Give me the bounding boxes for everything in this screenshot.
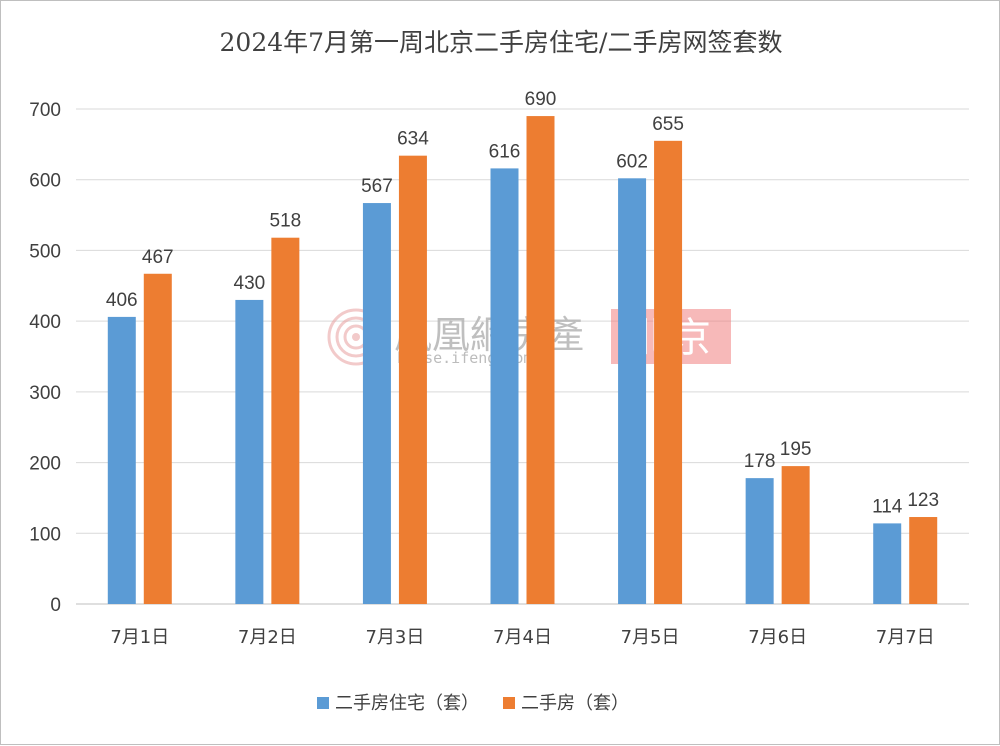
data-label: 123 — [907, 490, 939, 511]
bar — [143, 273, 172, 604]
data-label: 406 — [106, 290, 138, 311]
bar — [107, 316, 136, 604]
bar — [362, 203, 391, 605]
bar — [490, 168, 519, 604]
legend-label: 二手房（套） — [521, 693, 629, 714]
gridlines — [76, 108, 969, 605]
y-tick-label: 300 — [29, 383, 61, 404]
y-tick-label: 200 — [29, 454, 61, 475]
x-tick-label: 7月3日 — [365, 627, 424, 648]
y-axis: 0 100 200 300 400 500 600 700 — [29, 100, 61, 616]
data-label: 567 — [361, 176, 393, 197]
data-label: 195 — [780, 439, 812, 460]
data-label: 690 — [525, 89, 557, 110]
data-label: 655 — [652, 114, 684, 135]
bar — [873, 523, 902, 604]
data-label: 518 — [270, 211, 302, 232]
bar — [781, 466, 810, 604]
legend-swatch — [503, 697, 515, 709]
data-label: 634 — [397, 129, 429, 150]
bar — [618, 178, 647, 605]
bar — [745, 478, 774, 604]
legend-swatch — [317, 697, 329, 709]
x-tick-label: 7月5日 — [621, 627, 680, 648]
data-label: 467 — [142, 247, 174, 268]
bars — [107, 116, 938, 605]
x-axis: 7月1日 7月2日 7月3日 7月4日 7月5日 7月6日 7月7日 — [110, 627, 934, 648]
y-tick-label: 100 — [29, 524, 61, 545]
x-tick-label: 7月7日 — [876, 627, 935, 648]
y-tick-label: 700 — [29, 100, 61, 121]
x-tick-label: 7月4日 — [493, 627, 552, 648]
bar — [235, 299, 264, 604]
x-tick-label: 7月2日 — [238, 627, 297, 648]
data-label: 602 — [616, 151, 648, 172]
data-label: 616 — [489, 141, 521, 162]
legend: 二手房住宅（套） 二手房（套） — [317, 693, 629, 714]
x-tick-label: 7月1日 — [110, 627, 169, 648]
bar — [654, 140, 683, 605]
y-tick-label: 0 — [50, 595, 61, 616]
data-label: 114 — [872, 496, 903, 517]
bar — [398, 155, 427, 604]
y-tick-label: 600 — [29, 171, 61, 192]
bar — [526, 116, 555, 605]
chart-title: 2024年7月第一周北京二手房住宅/二手房网签套数 — [220, 28, 783, 57]
data-label: 178 — [744, 451, 776, 472]
data-label: 430 — [234, 273, 266, 294]
x-tick-label: 7月6日 — [748, 627, 807, 648]
bar — [271, 237, 300, 604]
bar — [909, 517, 938, 604]
y-tick-label: 500 — [29, 241, 61, 262]
y-tick-label: 400 — [29, 312, 61, 333]
legend-label: 二手房住宅（套） — [335, 693, 479, 714]
